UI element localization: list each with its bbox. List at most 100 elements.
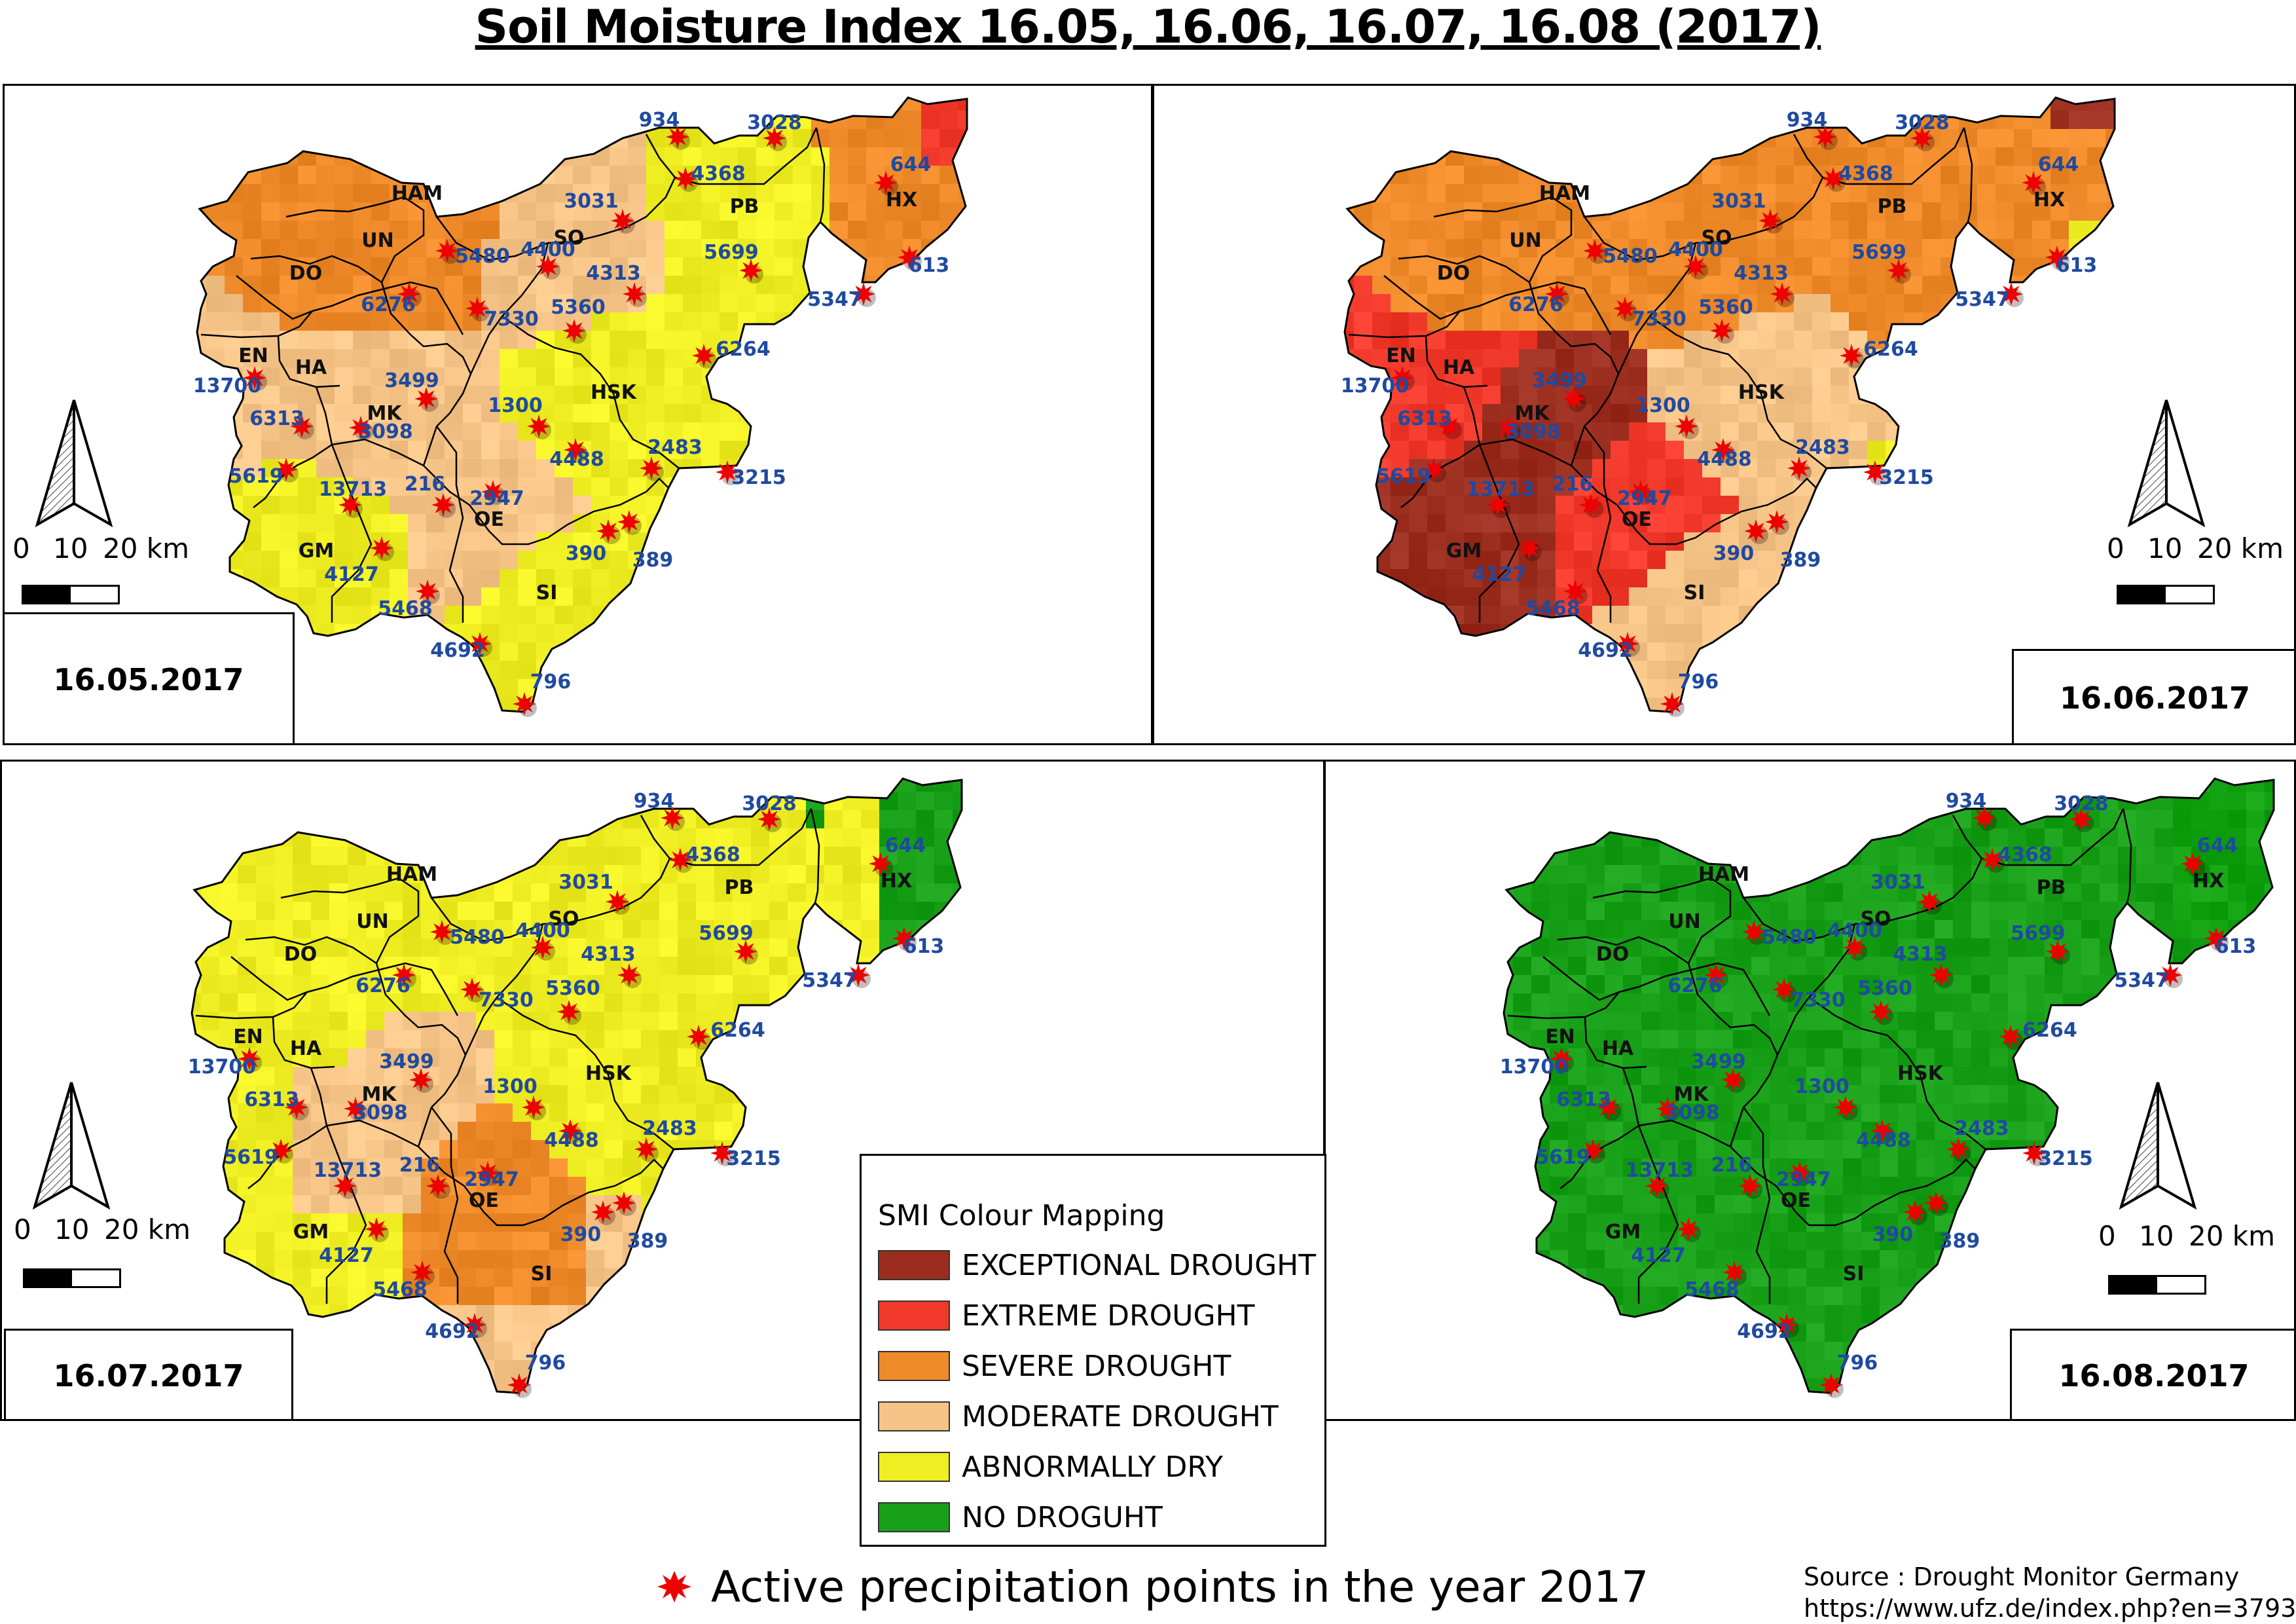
precipitation-point — [869, 852, 892, 876]
district-border — [378, 962, 459, 1016]
precipitation-point — [1721, 1068, 1745, 1092]
precipitation-point — [874, 171, 898, 194]
district-label: HSK — [585, 1062, 632, 1085]
point-id-label: 613 — [909, 254, 950, 277]
district-border — [384, 281, 464, 335]
legend-label: ABNORMALLY DRY — [962, 1450, 1224, 1484]
point-id-label: 796 — [530, 671, 572, 693]
district-border — [1687, 877, 1779, 1056]
point-id-label: 3031 — [1870, 871, 1925, 894]
district-border — [245, 936, 377, 965]
precipitation-point — [1946, 1137, 1970, 1161]
precipitation-point — [431, 493, 455, 517]
precipitation-point — [666, 125, 689, 149]
point-id-label: 216 — [405, 473, 446, 496]
district-border — [567, 477, 669, 526]
district-label: HX — [886, 189, 917, 212]
district-label: GM — [1605, 1221, 1641, 1244]
precipitation-point — [1813, 125, 1837, 149]
precipitation-point — [687, 1025, 710, 1048]
point-id-label: 5619 — [228, 465, 283, 488]
precipitation-point — [734, 940, 757, 963]
district-label: SI — [1843, 1263, 1865, 1285]
precipitation-point — [1765, 510, 1789, 534]
precipitation-point — [349, 416, 373, 439]
point-id-label: 796 — [1837, 1352, 1878, 1375]
point-id-label: 2483 — [647, 436, 702, 459]
precipitation-point — [2159, 963, 2182, 987]
point-id-label: 5360 — [551, 296, 606, 319]
point-id-label: 644 — [890, 153, 932, 176]
legend-item: MODERATE DROUGHT — [878, 1397, 1279, 1435]
district-border — [325, 1125, 367, 1304]
district-label: MK — [367, 402, 403, 425]
district-border — [1478, 444, 1520, 623]
point-id-label: 4692 — [430, 639, 485, 662]
precipitation-point — [269, 1139, 293, 1162]
point-id-label: 389 — [627, 1230, 668, 1253]
precipitation-point — [2069, 807, 2093, 831]
district-label: DO — [1437, 262, 1470, 285]
precipitation-point — [1629, 480, 1652, 504]
map-canvas: HAM UN DO EN HA MK SO PB HX HSK OE GM SI 934 3028 4368 6… — [193, 96, 968, 717]
point-id-label: 389 — [1939, 1230, 1980, 1253]
precipitation-point — [1581, 1139, 1605, 1162]
region-outline — [196, 96, 968, 713]
district-border — [1528, 196, 1620, 375]
map-panel-june: HAM UN DO EN HA MK SO PB HX HSK OE GM SI 934 3028 4368 6… — [1152, 84, 2296, 745]
legend: SMI Colour Mapping EXCEPTIONAL DROUGHT E… — [860, 1154, 1326, 1547]
north-arrow-and-scale — [2108, 1076, 2226, 1279]
point-id-label: 389 — [1780, 549, 1821, 572]
point-id-label: 644 — [885, 834, 926, 857]
north-arrow-and-scale — [9, 1076, 126, 1279]
point-id-label: 3028 — [2054, 792, 2109, 815]
district-label: SO — [548, 908, 579, 931]
precipitation-point — [1819, 1373, 1843, 1397]
district-label: HX — [2193, 870, 2224, 893]
scale-label-20: 20 km — [2197, 532, 2284, 564]
point-id-label: 5699 — [2011, 922, 2066, 945]
point-id-label: 6276 — [1508, 293, 1563, 316]
district-border — [418, 1146, 563, 1227]
district-label: UN — [1509, 229, 1541, 252]
precipitation-point — [757, 807, 781, 831]
district-border — [1425, 335, 1488, 388]
point-id-label: 4368 — [685, 843, 740, 866]
map-canvas: HAM UN DO EN HA MK SO PB HX HSK OE GM SI 934 3028 4368 6… — [1341, 96, 2116, 717]
point-id-label: 1300 — [1635, 394, 1690, 417]
point-id-label: 5360 — [545, 977, 600, 1000]
point-id-label: 13713 — [1626, 1159, 1694, 1182]
district-border — [1571, 465, 1716, 545]
point-id-label: 4313 — [1893, 943, 1948, 966]
district-border — [810, 808, 820, 904]
point-id-label: 796 — [525, 1352, 566, 1375]
district-border — [331, 444, 373, 623]
point-id-label: 6313 — [244, 1088, 299, 1111]
district-border — [436, 242, 549, 427]
region-outline — [1343, 96, 2116, 713]
point-id-label: 3031 — [558, 871, 613, 894]
precipitation-point — [531, 936, 555, 959]
point-id-label: 4400 — [1827, 919, 1882, 942]
district-label: SI — [1684, 581, 1705, 604]
precipitation-point — [397, 282, 421, 306]
point-id-label: 3028 — [742, 792, 797, 815]
point-id-label: 2483 — [1954, 1117, 2009, 1140]
legend-title: SMI Colour Mapping — [878, 1199, 1165, 1232]
precipitation-point — [716, 460, 739, 484]
point-id-label: 4313 — [1734, 262, 1789, 285]
scale-label-0: 0 — [2098, 1220, 2116, 1252]
point-id-label: 2947 — [469, 487, 524, 510]
district-label: HA — [295, 356, 327, 379]
district-label: UN — [361, 229, 393, 252]
district-border — [1743, 923, 1856, 1108]
precipitation-point — [1742, 920, 1766, 944]
district-border — [250, 255, 382, 284]
precipitation-point — [1840, 344, 1863, 367]
district-label: HA — [1602, 1037, 1634, 1060]
district-border — [326, 1107, 433, 1148]
point-id-label: 4368 — [691, 162, 746, 185]
map-canvas: HAM UN DO EN HA MK SO PB HX HSK OE GM SI 934 3028 4368 6… — [188, 777, 963, 1398]
date-box: 16.07.2017 — [4, 1329, 293, 1419]
district-border — [1808, 996, 1986, 1150]
